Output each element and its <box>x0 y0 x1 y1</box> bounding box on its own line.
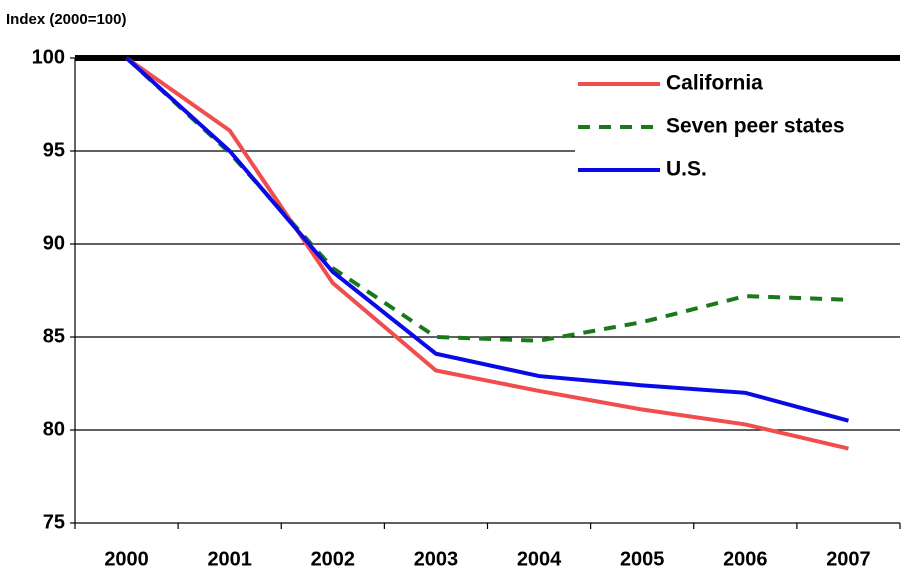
y-tick-label: 75 <box>43 511 65 533</box>
x-tick-label: 2000 <box>104 548 149 570</box>
y-tick-label: 80 <box>43 418 65 440</box>
legend-label: U.S. <box>666 158 707 181</box>
series-line <box>125 56 849 451</box>
x-tick-label: 2006 <box>723 548 768 570</box>
x-tick-label: 2001 <box>207 548 252 570</box>
legend: California Seven peer states U.S. <box>575 66 900 196</box>
x-tick-label: 2007 <box>826 548 871 570</box>
legend-label: California <box>666 72 763 95</box>
x-tick-label: 2005 <box>620 548 665 570</box>
legend-label: Seven peer states <box>666 115 845 138</box>
y-tick-label: 95 <box>43 139 65 161</box>
y-tick-label: 85 <box>43 325 65 347</box>
y-tick-label: 100 <box>32 46 65 68</box>
x-tick-label: 2004 <box>517 548 562 570</box>
y-axis-label: Index (2000=100) <box>6 11 127 28</box>
x-tick-label: 2002 <box>311 548 356 570</box>
series-line <box>125 56 849 423</box>
legend-box <box>575 66 900 196</box>
x-tick-label: 2003 <box>414 548 459 570</box>
y-tick-label: 90 <box>43 232 65 254</box>
series-line <box>125 56 849 343</box>
